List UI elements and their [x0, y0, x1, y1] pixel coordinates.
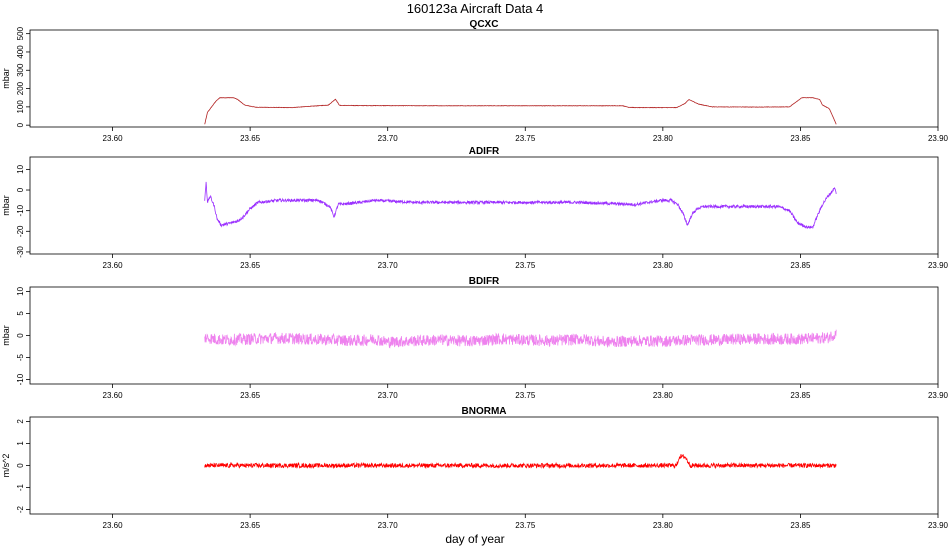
x-tick-label: 23.80	[653, 134, 674, 143]
x-tick-label: 23.90	[928, 134, 949, 143]
y-tick-label: 0	[16, 187, 25, 192]
x-tick-label: 23.60	[103, 391, 124, 400]
x-tick-label: 23.75	[515, 261, 536, 270]
x-tick-label: 23.90	[928, 391, 949, 400]
x-tick-label: 23.65	[240, 521, 261, 530]
series-line-0	[204, 453, 837, 470]
y-tick-label: -30	[16, 246, 25, 258]
panel-adifr: ADIFR mbar -30 -20 -10 0 10 23.60 23.65 23.70 23.7…	[1, 146, 949, 270]
x-tick-label: 23.75	[515, 391, 536, 400]
y-tick-label: 100	[16, 100, 25, 114]
x-tick-label: 23.80	[653, 261, 674, 270]
x-tick-label: 23.85	[790, 391, 811, 400]
x-tick-label: 23.60	[103, 261, 124, 270]
x-tick-label: 23.75	[515, 521, 536, 530]
y-tick-label: 0	[16, 333, 25, 338]
panel-qcxc: QCXC mbar 0 100 200 300 400 500 23.60 23.65 23.70 2…	[1, 19, 949, 143]
plot-frame	[29, 29, 939, 128]
x-tick-label: 23.80	[653, 391, 674, 400]
y-tick-label: 200	[16, 81, 25, 95]
y-tick-label: -10	[16, 204, 25, 216]
x-tick-label: 23.80	[653, 521, 674, 530]
y-axis-label: mbar	[1, 325, 11, 346]
panel-title: BNORMA	[462, 406, 507, 417]
series-line-0	[204, 97, 837, 125]
y-axis-label: mbar	[1, 68, 11, 89]
x-tick-label: 23.60	[103, 521, 124, 530]
x-axis-label: day of year	[445, 532, 504, 546]
y-tick-label: 300	[16, 63, 25, 77]
y-tick-label: -2	[16, 505, 25, 513]
y-tick-label: 10	[16, 164, 25, 173]
y-tick-label: 1	[16, 441, 25, 446]
x-tick-label: 23.60	[103, 134, 124, 143]
y-tick-label: 10	[16, 286, 25, 295]
panel-bdifr: BDIFR mbar -10 -5 0 5 10 23.60 23.65 23.70 23.75 23…	[1, 276, 949, 400]
series-line-0	[204, 181, 837, 230]
x-tick-label: 23.70	[378, 134, 399, 143]
y-tick-label: 5	[16, 311, 25, 316]
y-axis-label: m/s^2	[1, 454, 11, 478]
panel-bnorma: BNORMA m/s^2 -2 -1 0 1 2 23.60 23.65 23.70 23.75 23…	[1, 406, 949, 530]
y-tick-label: -10	[16, 373, 25, 385]
y-tick-label: -20	[16, 225, 25, 237]
x-tick-label: 23.65	[240, 134, 261, 143]
y-tick-label: 0	[16, 122, 25, 127]
plot-frame	[29, 156, 939, 255]
x-tick-label: 23.70	[378, 391, 399, 400]
x-tick-label: 23.70	[378, 521, 399, 530]
x-tick-label: 23.85	[790, 521, 811, 530]
y-tick-label: -1	[16, 483, 25, 491]
x-tick-label: 23.65	[240, 391, 261, 400]
series-line-0	[204, 329, 837, 349]
y-tick-label: 0	[16, 463, 25, 468]
panel-title: BDIFR	[469, 276, 500, 287]
panel-title: QCXC	[470, 19, 499, 30]
figure-title: 160123a Aircraft Data 4	[407, 1, 544, 16]
y-axis-label: mbar	[1, 195, 11, 216]
panel-title: ADIFR	[469, 146, 500, 157]
x-tick-label: 23.90	[928, 521, 949, 530]
x-tick-label: 23.85	[790, 134, 811, 143]
x-tick-label: 23.75	[515, 134, 536, 143]
y-tick-label: 400	[16, 45, 25, 59]
y-tick-label: 2	[16, 419, 25, 424]
y-tick-label: 500	[16, 26, 25, 40]
x-tick-label: 23.85	[790, 261, 811, 270]
x-tick-label: 23.65	[240, 261, 261, 270]
y-tick-label: -5	[16, 353, 25, 361]
x-tick-label: 23.90	[928, 261, 949, 270]
x-tick-label: 23.70	[378, 261, 399, 270]
